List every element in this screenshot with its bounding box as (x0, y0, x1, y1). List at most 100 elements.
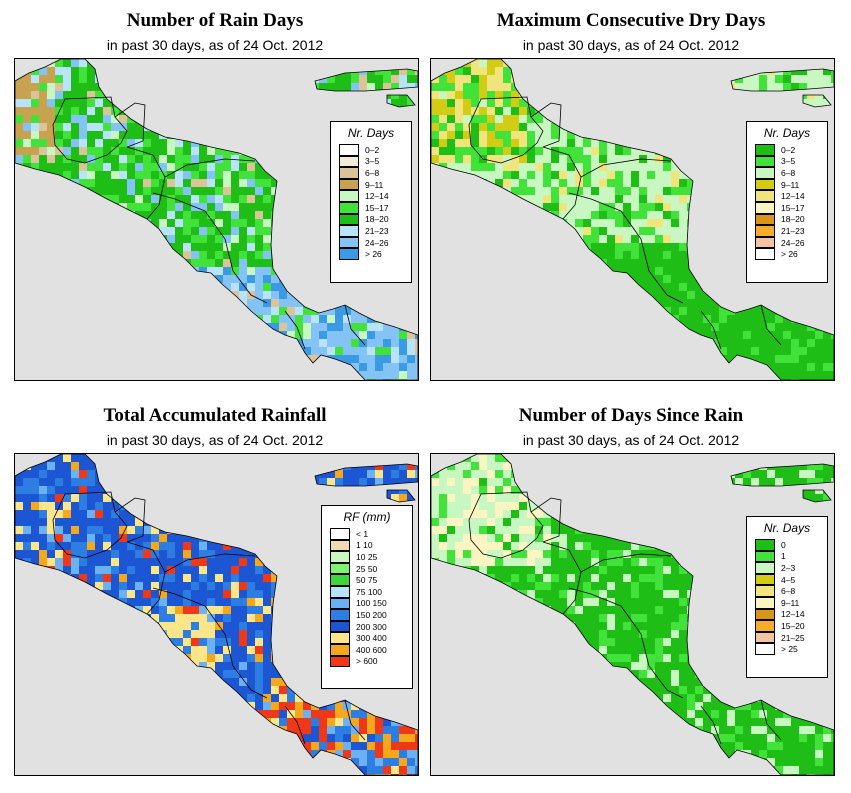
map-grid-cell (679, 155, 687, 163)
map-grid-cell (127, 339, 135, 347)
map-grid-cell (95, 347, 103, 355)
map-grid-cell (367, 347, 375, 355)
map-grid-cell (55, 123, 63, 131)
map-grid-cell (303, 542, 311, 550)
map-grid-cell (519, 211, 527, 219)
map-grid-cell (231, 179, 239, 187)
map-grid-cell (151, 526, 159, 534)
map-grid-cell (175, 526, 183, 534)
map-grid-cell (119, 486, 127, 494)
map-grid-cell (71, 251, 79, 259)
map-grid-cell (79, 323, 87, 331)
map-grid-cell (143, 99, 151, 107)
map-grid-cell (95, 267, 103, 275)
map-grid-cell (199, 371, 207, 379)
map-grid-cell (159, 155, 167, 163)
map-grid-cell (775, 75, 783, 83)
map-grid-cell (575, 371, 583, 379)
map-grid-cell (575, 123, 583, 131)
map-grid-cell (487, 347, 495, 355)
map-grid-cell (727, 131, 735, 139)
map-grid-cell (679, 75, 687, 83)
map-grid-cell (575, 251, 583, 259)
map-grid-cell (343, 470, 351, 478)
map-grid-cell (319, 235, 327, 243)
map-grid-cell (407, 454, 415, 462)
map-grid-cell (23, 171, 31, 179)
map-grid-cell (607, 171, 615, 179)
map-grid-cell (607, 83, 615, 91)
map-grid-cell (527, 259, 535, 267)
map-grid-cell (247, 163, 255, 171)
map-grid-cell (735, 123, 743, 131)
map-grid-cell (743, 67, 751, 75)
map-grid-cell (39, 147, 47, 155)
map-grid-cell (71, 339, 79, 347)
map-grid-cell (415, 371, 418, 379)
map-grid-cell (279, 91, 287, 99)
map-grid-cell (127, 331, 135, 339)
map-grid-cell (711, 331, 719, 339)
map-grid-cell (103, 478, 111, 486)
map-grid-cell (55, 518, 63, 526)
map-grid-cell (279, 139, 287, 147)
map-grid-cell (503, 227, 511, 235)
map-grid-cell (111, 187, 119, 195)
map-grid-cell (447, 163, 455, 171)
map-grid-cell (79, 59, 87, 67)
map-grid-cell (311, 291, 319, 299)
map-grid-cell (71, 259, 79, 267)
map-grid-cell (111, 470, 119, 478)
map-grid-cell (735, 219, 743, 227)
map-grid-cell (199, 462, 207, 470)
map-grid-cell (31, 526, 39, 534)
map-grid-cell (119, 558, 127, 566)
map-grid-cell (727, 123, 735, 131)
map-grid-cell (71, 331, 79, 339)
map-grid-cell (447, 363, 455, 371)
map-grid-cell (287, 542, 295, 550)
map-grid-cell (519, 227, 527, 235)
map-grid-cell (295, 462, 303, 470)
map-grid-cell (823, 379, 831, 380)
map-grid-cell (55, 283, 63, 291)
map-grid-cell (87, 371, 95, 379)
map-grid-cell (31, 283, 39, 291)
map-grid-cell (183, 107, 191, 115)
map-grid-cell (263, 526, 271, 534)
map-grid-cell (255, 83, 263, 91)
map-grid-cell (815, 75, 823, 83)
map-grid-cell (607, 91, 615, 99)
map-grid-cell (79, 275, 87, 283)
map-grid-cell (239, 267, 247, 275)
map-grid-cell (439, 339, 447, 347)
map-grid-cell (679, 195, 687, 203)
map-grid-cell (535, 75, 543, 83)
map-grid-cell (223, 59, 231, 67)
map-grid-cell (23, 355, 31, 363)
map-grid-cell (583, 323, 591, 331)
map-grid-cell (831, 355, 834, 363)
map-grid-cell (191, 470, 199, 478)
legend-label: 21–23 (365, 225, 389, 236)
map-grid-cell (215, 131, 223, 139)
map-grid-cell (607, 227, 615, 235)
map-grid-cell (55, 486, 63, 494)
map-grid-cell (119, 510, 127, 518)
map-grid-cell (399, 75, 407, 83)
map-grid-cell (431, 275, 439, 283)
map-grid-cell (63, 486, 71, 494)
map-grid-cell (479, 315, 487, 323)
map-grid-cell (679, 187, 687, 195)
map-grid-cell (223, 534, 231, 542)
map-grid-cell (103, 131, 111, 139)
map-grid-cell (519, 339, 527, 347)
map-grid-cell (463, 235, 471, 243)
map-grid-cell (559, 323, 567, 331)
map-grid-cell (535, 123, 543, 131)
map-grid-cell (119, 267, 127, 275)
map-grid-cell (831, 307, 834, 315)
map-grid-cell (431, 227, 439, 235)
map-grid-cell (175, 283, 183, 291)
map-grid-cell (471, 107, 479, 115)
